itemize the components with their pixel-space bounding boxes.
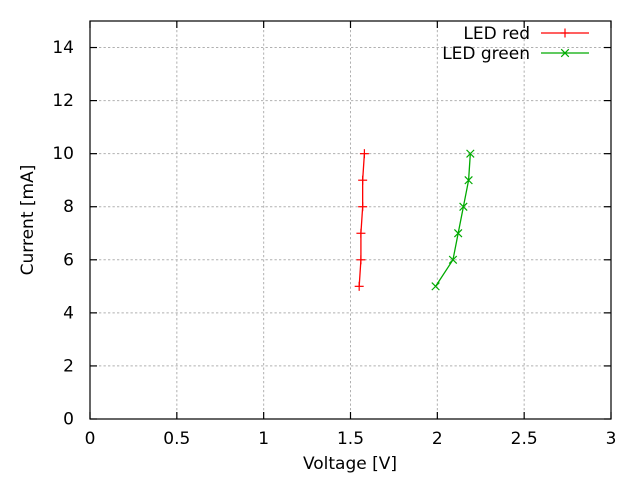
series-layer — [354, 149, 475, 291]
series-line-led-green — [435, 153, 471, 287]
axis-layer: 0 0.5 1 1.5 2 2.5 3 0 2 4 6 8 10 12 14 — [52, 20, 617, 449]
y-tick-label: 8 — [63, 197, 74, 217]
y-tick-label: 14 — [52, 38, 74, 58]
y-tick-label: 10 — [52, 144, 74, 164]
y-tick-label: 6 — [63, 250, 74, 270]
x-tick-label: 2.5 — [511, 429, 538, 449]
legend-sample-marker-led-green — [560, 48, 570, 58]
data-point-marker-led-green — [431, 282, 440, 291]
data-point-marker-led-green — [453, 229, 463, 238]
data-point-marker-led-green — [459, 202, 468, 211]
x-tick-label: 0 — [85, 429, 96, 449]
y-tick-label: 2 — [63, 356, 74, 376]
x-tick-label: 3 — [606, 429, 617, 449]
series-line-led-red — [358, 153, 366, 287]
x-axis-title: Voltage [V] — [303, 454, 397, 474]
grid-layer — [90, 21, 611, 419]
x-tick-label: 1.5 — [337, 429, 364, 449]
y-tick-label: 4 — [63, 303, 74, 323]
y-tick-label: 0 — [63, 410, 74, 430]
x-tick-label: 1 — [258, 429, 269, 449]
legend-label-led-red: LED red — [463, 24, 530, 44]
y-axis-title: Current [mA] — [18, 165, 38, 276]
legend-label-led-green: LED green — [442, 44, 530, 64]
data-point-marker-led-green — [448, 255, 458, 265]
x-tick-label: 0.5 — [163, 429, 190, 449]
legend: LED red LED green — [442, 24, 589, 64]
data-point-marker-led-green — [464, 175, 473, 185]
data-point-marker-led-green — [466, 149, 475, 158]
x-tick-label: 2 — [432, 429, 443, 449]
y-tick-label: 12 — [52, 91, 74, 111]
